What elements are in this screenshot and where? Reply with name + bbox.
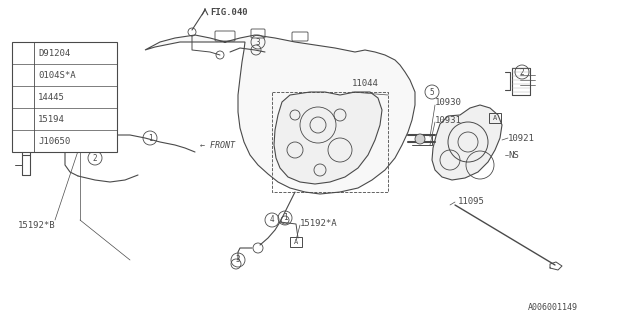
FancyBboxPatch shape xyxy=(12,42,117,152)
Polygon shape xyxy=(274,92,382,184)
Text: 1: 1 xyxy=(20,49,26,58)
Text: NS: NS xyxy=(508,150,519,159)
Polygon shape xyxy=(145,35,415,194)
Text: D91204: D91204 xyxy=(38,49,70,58)
Text: J10650: J10650 xyxy=(38,137,70,146)
Text: 0104S*A: 0104S*A xyxy=(38,70,76,79)
Text: 3: 3 xyxy=(256,37,260,46)
Text: 5: 5 xyxy=(20,137,26,146)
Text: ← FRONT: ← FRONT xyxy=(200,140,235,149)
Text: 1: 1 xyxy=(283,213,287,222)
Polygon shape xyxy=(432,105,502,180)
Text: FIG.040: FIG.040 xyxy=(210,7,248,17)
Text: 11044: 11044 xyxy=(352,79,379,88)
Text: 5: 5 xyxy=(429,87,435,97)
Text: 15192*B: 15192*B xyxy=(18,220,56,229)
Text: 10930: 10930 xyxy=(435,98,462,107)
Text: 2: 2 xyxy=(20,70,26,79)
Text: 10921: 10921 xyxy=(508,133,535,142)
Text: 1: 1 xyxy=(52,133,58,142)
Circle shape xyxy=(415,134,425,144)
Text: A006001149: A006001149 xyxy=(528,303,578,312)
Text: 2: 2 xyxy=(93,154,97,163)
Text: 3: 3 xyxy=(236,255,240,265)
Text: 4: 4 xyxy=(22,124,28,132)
Text: 3: 3 xyxy=(20,92,26,101)
Text: 14445: 14445 xyxy=(38,92,65,101)
Text: A: A xyxy=(493,115,497,121)
Text: 11095: 11095 xyxy=(458,197,485,206)
Text: 10931: 10931 xyxy=(435,116,462,124)
Text: 4: 4 xyxy=(269,215,275,225)
Text: 15192*A: 15192*A xyxy=(300,220,338,228)
Text: 4: 4 xyxy=(20,115,26,124)
Text: 15194: 15194 xyxy=(38,115,65,124)
Text: 2: 2 xyxy=(520,68,524,76)
Text: 1: 1 xyxy=(148,133,152,142)
Text: A: A xyxy=(294,239,298,245)
